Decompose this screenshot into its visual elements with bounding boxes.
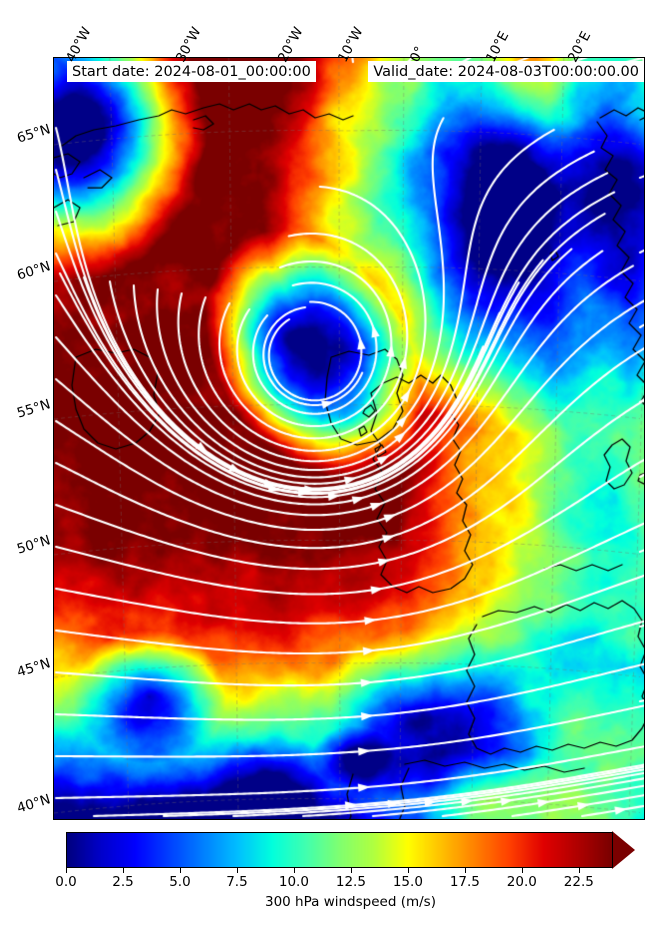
lat-tick-label: 65°N [15, 121, 53, 147]
colorbar-tick-label: 10.0 [278, 874, 309, 890]
colorbar-tick-label: 17.5 [449, 874, 480, 890]
colorbar-tick [578, 868, 580, 873]
map-plot-area[interactable]: Start date: 2024-08-01_00:00:00 Valid_da… [53, 57, 645, 820]
colorbar-axis-label: 300 hPa windspeed (m/s) [265, 894, 436, 910]
colorbar-tick [464, 868, 466, 873]
colorbar-tick-label: 5.0 [169, 874, 191, 890]
lat-tick-label: 60°N [15, 258, 53, 284]
valid-date-annotation: Valid_date: 2024-08-03T00:00:00.00 [368, 61, 644, 82]
colorbar-body [66, 832, 613, 868]
colorbar-tick [122, 868, 124, 873]
colorbar-tick-label: 7.5 [226, 874, 248, 890]
start-date-annotation: Start date: 2024-08-01_00:00:00 [67, 61, 316, 82]
colorbar-tick-label: 12.5 [335, 874, 366, 890]
colorbar-gradient [67, 833, 612, 867]
colorbar-extend-arrow [612, 831, 635, 869]
lat-tick-label: 55°N [15, 396, 53, 422]
colorbar-tick [66, 868, 67, 873]
windspeed-heatmap-canvas [54, 58, 644, 819]
colorbar-tick-label: 0.0 [55, 874, 77, 890]
colorbar-tick-label: 22.5 [563, 874, 594, 890]
lat-tick-label: 40°N [15, 791, 53, 817]
colorbar-tick [236, 868, 238, 873]
colorbar-tick [521, 868, 523, 873]
colorbar-tick [293, 868, 295, 873]
colorbar-tick-label: 15.0 [392, 874, 423, 890]
colorbar[interactable]: 0.0 2.5 5.0 7.5 10.0 12.5 15.0 17.5 20.0 22.5 300… [55, 830, 636, 910]
colorbar-tick-label: 20.0 [506, 874, 537, 890]
colorbar-tick [407, 868, 409, 873]
colorbar-tick [179, 868, 181, 873]
lat-tick-label: 45°N [15, 655, 53, 681]
colorbar-tick [350, 868, 352, 873]
lat-tick-label: 50°N [15, 532, 53, 558]
colorbar-tick-label: 2.5 [112, 874, 134, 890]
